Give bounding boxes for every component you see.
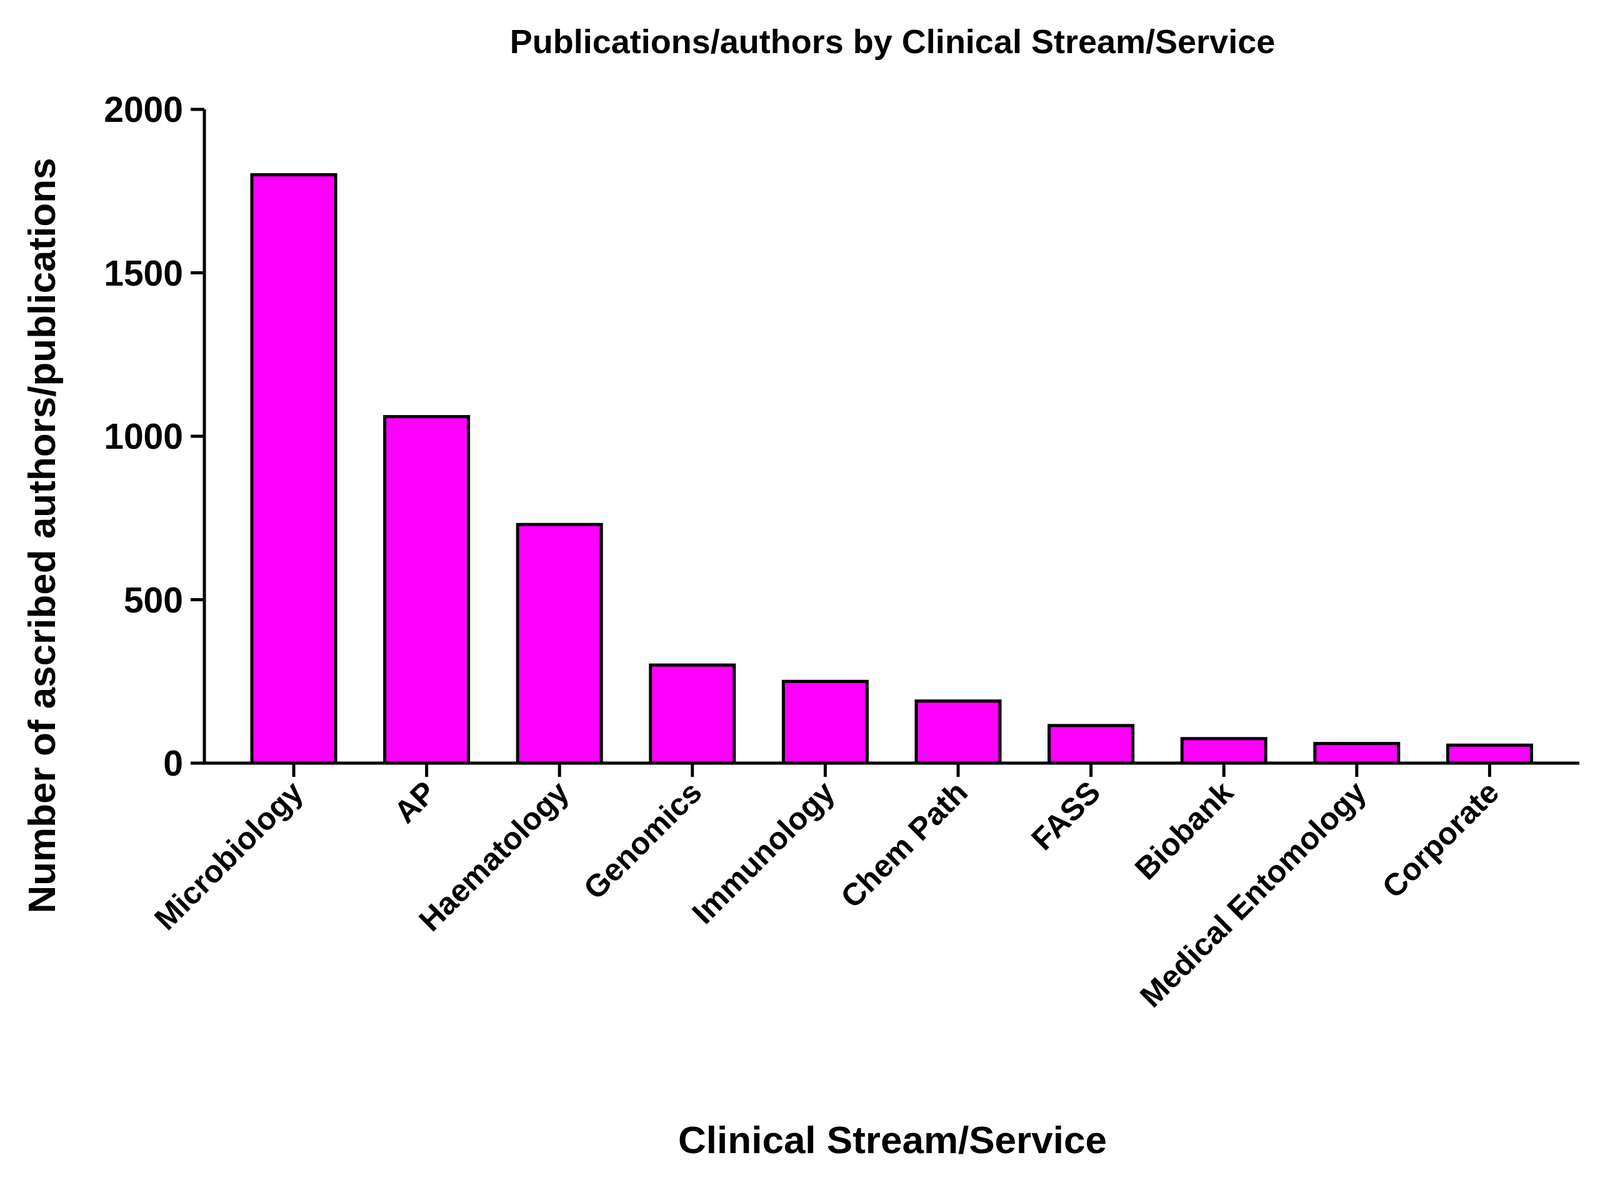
- bar: [783, 681, 867, 764]
- x-tick: [690, 763, 694, 777]
- chart-svg: Publications/authors by Clinical Stream/…: [0, 0, 1600, 1180]
- chart-container: Publications/authors by Clinical Stream/…: [0, 0, 1600, 1180]
- chart-title: Publications/authors by Clinical Stream/…: [510, 22, 1275, 60]
- y-tick: [190, 271, 205, 275]
- y-tick-label: 1500: [103, 253, 184, 294]
- x-tick-label: Haematology: [411, 774, 576, 939]
- y-tick-label: 1000: [103, 416, 184, 457]
- x-tick: [292, 763, 296, 777]
- bar: [1447, 745, 1532, 764]
- bar: [1049, 725, 1134, 764]
- y-tick: [190, 761, 205, 765]
- y-tick: [190, 108, 205, 112]
- x-tick-label: Immunology: [685, 774, 842, 931]
- x-tick: [1355, 763, 1359, 777]
- x-axis-line: [203, 761, 1580, 765]
- x-tick: [425, 763, 429, 777]
- bar: [1181, 738, 1266, 764]
- y-tick-label: 500: [123, 580, 184, 620]
- x-tick-label: Medical Entomology: [1133, 774, 1373, 1014]
- x-tick: [823, 763, 827, 777]
- bar: [385, 416, 469, 764]
- bar: [1315, 743, 1399, 764]
- x-tick-label: AP: [387, 774, 444, 830]
- x-tick-label: Biobank: [1128, 774, 1240, 887]
- x-tick: [956, 763, 960, 777]
- x-tick-label: Corporate: [1375, 774, 1507, 905]
- x-tick-label: Genomics: [576, 774, 709, 907]
- x-tick-label: Chem Path: [834, 774, 975, 915]
- x-tick-label: Microbiology: [147, 774, 310, 937]
- x-tick: [1222, 763, 1226, 777]
- bar: [916, 701, 1000, 764]
- y-tick: [190, 435, 205, 439]
- bars: [251, 175, 1532, 764]
- bar: [650, 665, 735, 764]
- bar: [517, 524, 602, 764]
- x-tick: [1089, 763, 1093, 777]
- y-tick: [190, 598, 205, 602]
- x-tick-label: FASS: [1024, 774, 1107, 857]
- y-tick-label: 0: [163, 743, 184, 784]
- x-tick: [558, 763, 562, 777]
- x-tick: [1488, 763, 1492, 777]
- y-axis-label: Number of ascribed authors/publications: [20, 157, 64, 914]
- x-axis-label: Clinical Stream/Service: [678, 1118, 1107, 1162]
- y-tick-label: 2000: [103, 89, 184, 130]
- bar: [251, 175, 336, 764]
